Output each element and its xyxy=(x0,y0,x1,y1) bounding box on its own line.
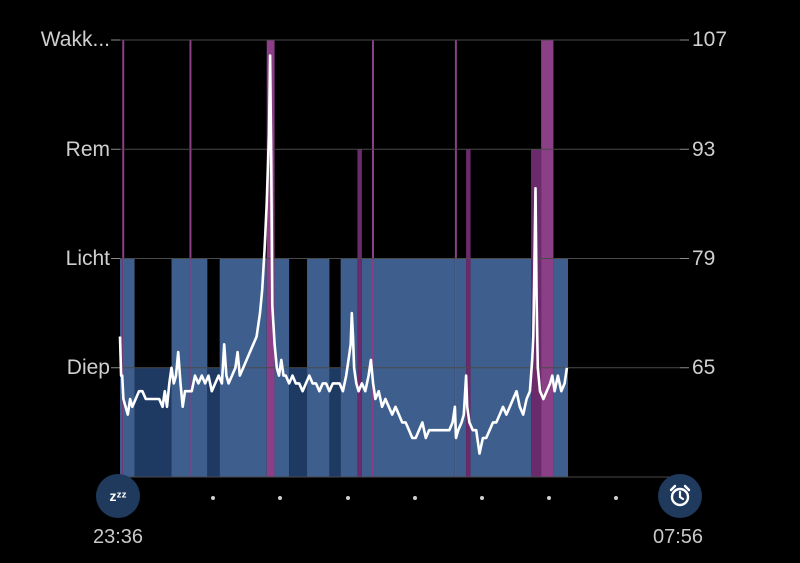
heart-rate-line xyxy=(118,54,569,455)
time-axis-dot xyxy=(413,496,417,500)
stage-segment xyxy=(207,367,220,477)
alarm-clock-icon xyxy=(669,484,691,507)
time-axis-dot xyxy=(211,496,215,500)
time-axis-dot xyxy=(346,496,350,500)
hr-tick-107: 107 xyxy=(692,28,728,51)
stage-segment xyxy=(289,367,308,477)
time-axis-dot xyxy=(547,496,551,500)
stage-label-wakker: Wakk... xyxy=(40,28,110,51)
alarm-button[interactable] xyxy=(658,474,702,518)
stage-segment xyxy=(329,367,341,477)
hr-tick-79: 79 xyxy=(692,247,716,270)
time-axis-dot xyxy=(278,496,282,500)
grid-lines xyxy=(111,39,689,369)
stage-segment xyxy=(357,149,362,477)
stage-label-rem: Rem xyxy=(65,138,110,161)
stage-segment xyxy=(466,149,471,477)
sleep-start-time: 23:36 xyxy=(93,526,144,548)
sleep-start-button[interactable]: zᶻᶻ xyxy=(96,474,140,518)
stage-label-diep: Diep xyxy=(66,356,110,379)
stage-segment xyxy=(134,367,172,477)
hr-tick-93: 93 xyxy=(692,138,716,161)
sleep-zzz-icon: zᶻᶻ xyxy=(109,488,127,504)
hr-tick-65: 65 xyxy=(692,356,716,379)
stage-label-licht: Licht xyxy=(65,247,110,270)
wake-time: 07:56 xyxy=(653,526,704,548)
heart-rate-series xyxy=(118,54,569,455)
time-axis-dot xyxy=(614,496,618,500)
time-axis-dot xyxy=(480,496,484,500)
